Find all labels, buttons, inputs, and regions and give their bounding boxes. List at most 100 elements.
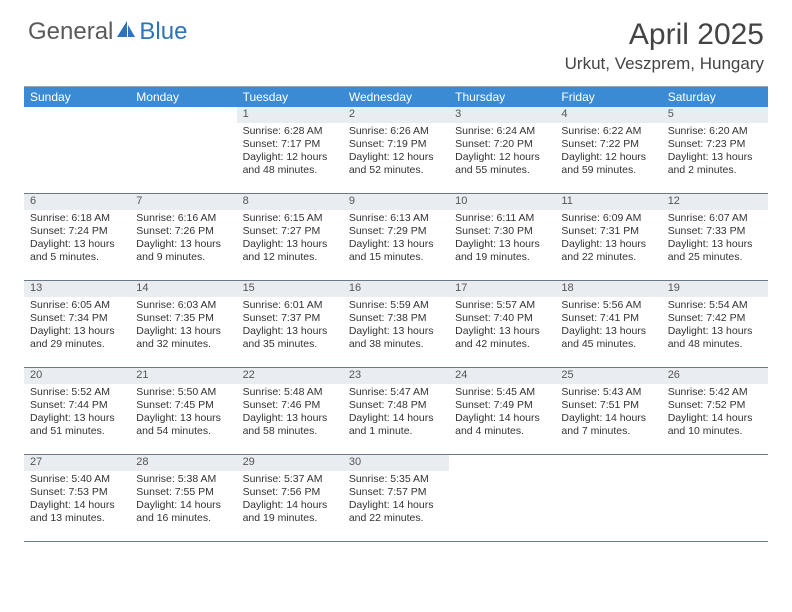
day-detail-line: Sunset: 7:45 PM xyxy=(136,399,232,412)
day-header-cell: Wednesday xyxy=(343,87,449,107)
day-detail-line: Sunrise: 6:20 AM xyxy=(668,125,764,138)
day-detail-line: Sunset: 7:52 PM xyxy=(668,399,764,412)
day-detail-line: Sunset: 7:40 PM xyxy=(455,312,551,325)
weeks-container: 1Sunrise: 6:28 AMSunset: 7:17 PMDaylight… xyxy=(24,107,768,542)
day-detail-line: Sunrise: 6:24 AM xyxy=(455,125,551,138)
day-detail-line: Sunrise: 5:54 AM xyxy=(668,299,764,312)
day-detail-line: Sunset: 7:31 PM xyxy=(561,225,657,238)
location: Urkut, Veszprem, Hungary xyxy=(565,54,764,74)
day-header-cell: Friday xyxy=(555,87,661,107)
day-number: 15 xyxy=(237,281,343,297)
day-detail-line: Sunrise: 5:38 AM xyxy=(136,473,232,486)
day-number: 7 xyxy=(130,194,236,210)
day-cell: 22Sunrise: 5:48 AMSunset: 7:46 PMDayligh… xyxy=(237,368,343,454)
day-number: 30 xyxy=(343,455,449,471)
day-detail-line: Sunset: 7:23 PM xyxy=(668,138,764,151)
day-detail-line: Sunset: 7:46 PM xyxy=(243,399,339,412)
day-cell: 12Sunrise: 6:07 AMSunset: 7:33 PMDayligh… xyxy=(662,194,768,280)
day-detail-line: Sunrise: 6:13 AM xyxy=(349,212,445,225)
day-cell: 17Sunrise: 5:57 AMSunset: 7:40 PMDayligh… xyxy=(449,281,555,367)
day-detail-line: Sunrise: 6:15 AM xyxy=(243,212,339,225)
day-cell xyxy=(24,107,130,193)
day-number: 2 xyxy=(343,107,449,123)
day-number: 27 xyxy=(24,455,130,471)
day-detail-line: Sunset: 7:55 PM xyxy=(136,486,232,499)
day-detail-line: Daylight: 13 hours and 25 minutes. xyxy=(668,238,764,264)
day-detail-line: Daylight: 14 hours and 10 minutes. xyxy=(668,412,764,438)
month-title: April 2025 xyxy=(565,18,764,52)
day-number: 18 xyxy=(555,281,661,297)
day-cell xyxy=(555,455,661,541)
day-detail-line: Sunset: 7:26 PM xyxy=(136,225,232,238)
day-cell: 9Sunrise: 6:13 AMSunset: 7:29 PMDaylight… xyxy=(343,194,449,280)
week-row: 6Sunrise: 6:18 AMSunset: 7:24 PMDaylight… xyxy=(24,194,768,281)
day-detail-line: Sunrise: 6:18 AM xyxy=(30,212,126,225)
day-cell: 27Sunrise: 5:40 AMSunset: 7:53 PMDayligh… xyxy=(24,455,130,541)
week-row: 27Sunrise: 5:40 AMSunset: 7:53 PMDayligh… xyxy=(24,455,768,542)
day-detail-line: Daylight: 14 hours and 4 minutes. xyxy=(455,412,551,438)
day-detail-line: Sunrise: 6:11 AM xyxy=(455,212,551,225)
day-detail-line: Sunrise: 5:59 AM xyxy=(349,299,445,312)
day-number: 11 xyxy=(555,194,661,210)
day-detail-line: Daylight: 13 hours and 45 minutes. xyxy=(561,325,657,351)
day-number: 10 xyxy=(449,194,555,210)
day-detail-line: Daylight: 13 hours and 51 minutes. xyxy=(30,412,126,438)
day-cell: 10Sunrise: 6:11 AMSunset: 7:30 PMDayligh… xyxy=(449,194,555,280)
day-cell: 24Sunrise: 5:45 AMSunset: 7:49 PMDayligh… xyxy=(449,368,555,454)
day-detail-line: Sunset: 7:34 PM xyxy=(30,312,126,325)
day-number: 12 xyxy=(662,194,768,210)
day-detail-line: Sunset: 7:38 PM xyxy=(349,312,445,325)
day-header-cell: Thursday xyxy=(449,87,555,107)
day-detail-line: Sunrise: 6:05 AM xyxy=(30,299,126,312)
day-number: 14 xyxy=(130,281,236,297)
title-block: April 2025 Urkut, Veszprem, Hungary xyxy=(565,18,764,74)
day-detail-line: Sunset: 7:51 PM xyxy=(561,399,657,412)
week-row: 1Sunrise: 6:28 AMSunset: 7:17 PMDaylight… xyxy=(24,107,768,194)
day-number: 25 xyxy=(555,368,661,384)
day-cell xyxy=(130,107,236,193)
day-number: 8 xyxy=(237,194,343,210)
day-detail-line: Sunset: 7:42 PM xyxy=(668,312,764,325)
logo-text-1: General xyxy=(28,18,113,46)
day-cell: 2Sunrise: 6:26 AMSunset: 7:19 PMDaylight… xyxy=(343,107,449,193)
day-detail-line: Sunset: 7:20 PM xyxy=(455,138,551,151)
day-cell: 11Sunrise: 6:09 AMSunset: 7:31 PMDayligh… xyxy=(555,194,661,280)
day-cell: 28Sunrise: 5:38 AMSunset: 7:55 PMDayligh… xyxy=(130,455,236,541)
day-detail-line: Sunrise: 5:52 AM xyxy=(30,386,126,399)
day-cell: 21Sunrise: 5:50 AMSunset: 7:45 PMDayligh… xyxy=(130,368,236,454)
day-detail-line: Daylight: 13 hours and 35 minutes. xyxy=(243,325,339,351)
day-detail-line: Daylight: 13 hours and 19 minutes. xyxy=(455,238,551,264)
day-number: 21 xyxy=(130,368,236,384)
day-detail-line: Sunrise: 5:43 AM xyxy=(561,386,657,399)
day-detail-line: Daylight: 13 hours and 9 minutes. xyxy=(136,238,232,264)
day-detail-line: Sunrise: 5:57 AM xyxy=(455,299,551,312)
day-header-row: SundayMondayTuesdayWednesdayThursdayFrid… xyxy=(24,87,768,107)
day-detail-line: Daylight: 12 hours and 52 minutes. xyxy=(349,151,445,177)
day-detail-line: Sunset: 7:33 PM xyxy=(668,225,764,238)
day-cell: 4Sunrise: 6:22 AMSunset: 7:22 PMDaylight… xyxy=(555,107,661,193)
day-header-cell: Tuesday xyxy=(237,87,343,107)
day-detail-line: Daylight: 13 hours and 12 minutes. xyxy=(243,238,339,264)
day-header-cell: Monday xyxy=(130,87,236,107)
day-cell: 20Sunrise: 5:52 AMSunset: 7:44 PMDayligh… xyxy=(24,368,130,454)
day-cell: 18Sunrise: 5:56 AMSunset: 7:41 PMDayligh… xyxy=(555,281,661,367)
day-cell: 1Sunrise: 6:28 AMSunset: 7:17 PMDaylight… xyxy=(237,107,343,193)
day-cell: 8Sunrise: 6:15 AMSunset: 7:27 PMDaylight… xyxy=(237,194,343,280)
sail-icon xyxy=(115,18,137,46)
day-number: 20 xyxy=(24,368,130,384)
day-cell: 3Sunrise: 6:24 AMSunset: 7:20 PMDaylight… xyxy=(449,107,555,193)
day-detail-line: Sunset: 7:57 PM xyxy=(349,486,445,499)
day-detail-line: Daylight: 13 hours and 48 minutes. xyxy=(668,325,764,351)
day-detail-line: Sunrise: 5:56 AM xyxy=(561,299,657,312)
day-detail-line: Sunrise: 6:26 AM xyxy=(349,125,445,138)
day-number: 19 xyxy=(662,281,768,297)
day-header-cell: Saturday xyxy=(662,87,768,107)
day-header-cell: Sunday xyxy=(24,87,130,107)
day-detail-line: Sunrise: 6:28 AM xyxy=(243,125,339,138)
day-detail-line: Daylight: 14 hours and 7 minutes. xyxy=(561,412,657,438)
day-detail-line: Sunset: 7:17 PM xyxy=(243,138,339,151)
day-cell: 30Sunrise: 5:35 AMSunset: 7:57 PMDayligh… xyxy=(343,455,449,541)
day-number: 5 xyxy=(662,107,768,123)
day-number: 22 xyxy=(237,368,343,384)
day-detail-line: Daylight: 13 hours and 2 minutes. xyxy=(668,151,764,177)
